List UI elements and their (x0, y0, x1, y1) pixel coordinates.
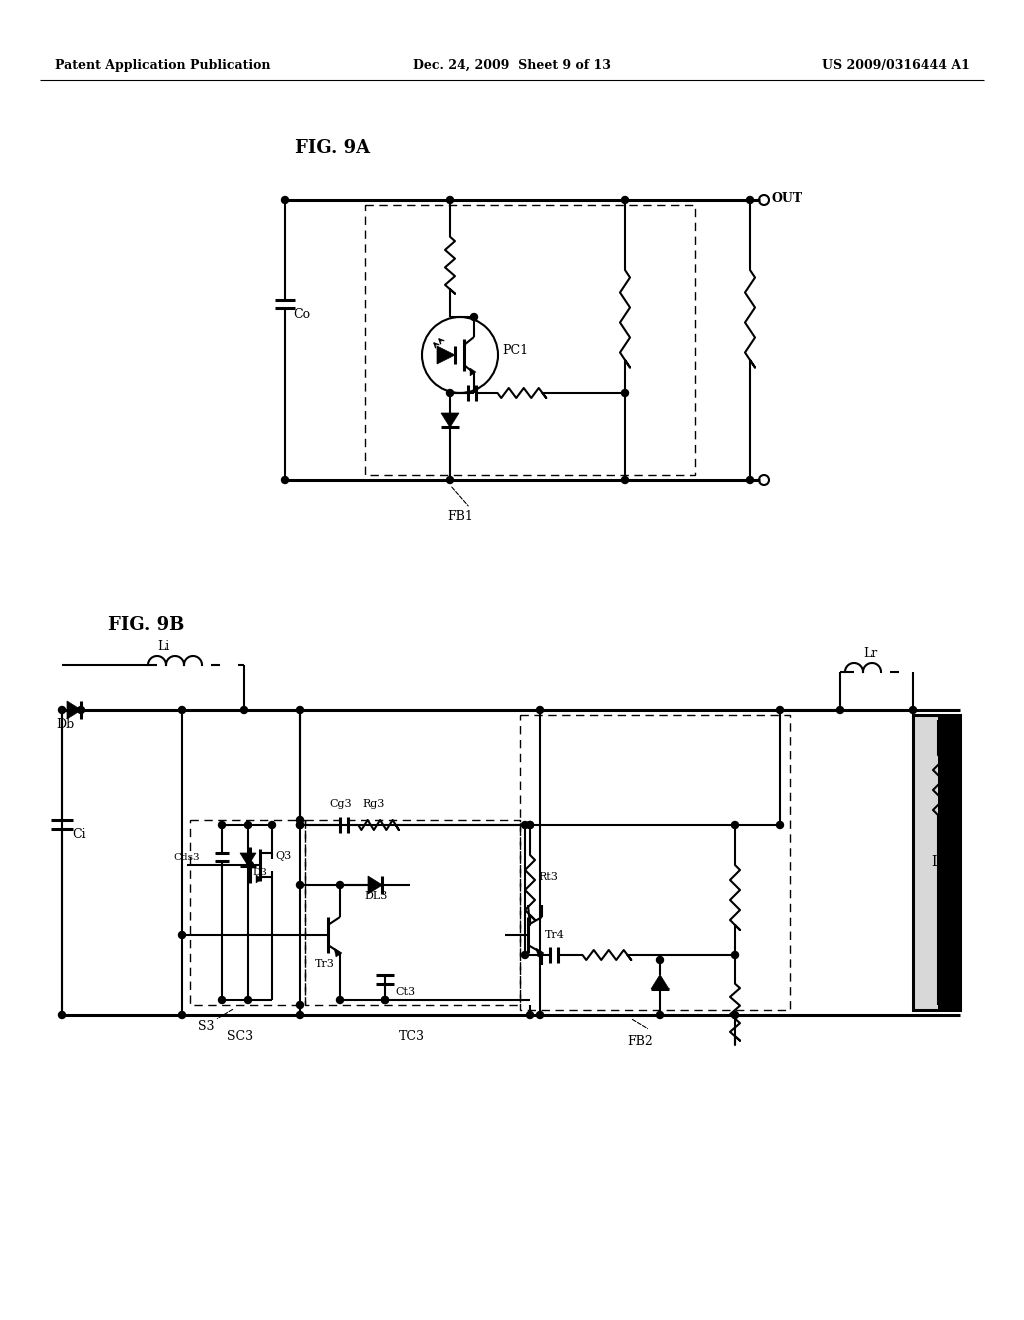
Polygon shape (437, 346, 455, 364)
Circle shape (446, 477, 454, 483)
Circle shape (297, 706, 303, 714)
Circle shape (526, 821, 534, 829)
Polygon shape (536, 948, 544, 957)
Circle shape (297, 1002, 303, 1008)
Polygon shape (470, 368, 476, 376)
Circle shape (622, 389, 629, 396)
Circle shape (178, 932, 185, 939)
Circle shape (622, 477, 629, 483)
Circle shape (282, 477, 289, 483)
Bar (913, 715, 961, 1010)
Circle shape (218, 997, 225, 1003)
Circle shape (58, 706, 66, 714)
Bar (305, 820, 520, 1005)
Circle shape (245, 997, 252, 1003)
Circle shape (746, 197, 754, 203)
Circle shape (537, 1011, 544, 1019)
Text: Patent Application Publication: Patent Application Publication (55, 58, 270, 71)
Text: SC3: SC3 (227, 1030, 253, 1043)
Polygon shape (67, 701, 81, 719)
Bar (520, 715, 790, 1010)
Circle shape (837, 706, 844, 714)
Circle shape (731, 1011, 738, 1019)
Text: S3: S3 (198, 1020, 214, 1034)
Circle shape (297, 817, 303, 824)
Text: Lb1: Lb1 (931, 855, 958, 870)
Circle shape (382, 997, 388, 1003)
Text: Lr: Lr (863, 647, 878, 660)
Circle shape (297, 1011, 303, 1019)
Circle shape (622, 197, 629, 203)
Text: FB2: FB2 (627, 1035, 653, 1048)
Circle shape (938, 725, 948, 735)
Bar (938, 715, 961, 1010)
Circle shape (382, 997, 388, 1003)
Circle shape (297, 882, 303, 888)
Text: Li: Li (157, 640, 169, 653)
Polygon shape (651, 974, 669, 989)
Text: Q3: Q3 (275, 851, 291, 861)
Circle shape (909, 706, 916, 714)
Circle shape (297, 821, 303, 829)
Circle shape (746, 477, 754, 483)
Text: DL3: DL3 (365, 891, 388, 902)
Text: Co: Co (293, 308, 310, 321)
Text: Cg3: Cg3 (330, 799, 352, 809)
Circle shape (731, 952, 738, 958)
Text: FIG. 9B: FIG. 9B (108, 616, 184, 634)
Text: Tr4: Tr4 (545, 931, 565, 940)
Circle shape (218, 821, 225, 829)
Text: Rt3: Rt3 (538, 873, 558, 882)
Circle shape (337, 882, 343, 888)
Circle shape (526, 1011, 534, 1019)
Circle shape (178, 1011, 185, 1019)
Text: Dec. 24, 2009  Sheet 9 of 13: Dec. 24, 2009 Sheet 9 of 13 (413, 58, 611, 71)
Circle shape (78, 706, 85, 714)
Circle shape (446, 197, 454, 203)
Polygon shape (256, 875, 262, 883)
Circle shape (58, 1011, 66, 1019)
Circle shape (776, 706, 783, 714)
Circle shape (178, 706, 185, 714)
Circle shape (337, 997, 343, 1003)
Text: US 2009/0316444 A1: US 2009/0316444 A1 (822, 58, 970, 71)
Circle shape (656, 957, 664, 964)
Circle shape (521, 952, 528, 958)
Circle shape (268, 821, 275, 829)
Polygon shape (240, 853, 256, 866)
Text: Cds3: Cds3 (174, 853, 201, 862)
Circle shape (526, 821, 534, 829)
Text: FB1: FB1 (447, 510, 473, 523)
Circle shape (282, 197, 289, 203)
Circle shape (470, 314, 477, 321)
Text: Rg3: Rg3 (362, 799, 385, 809)
Circle shape (731, 821, 738, 829)
Circle shape (241, 706, 248, 714)
Bar (365, 205, 695, 475)
Text: TC3: TC3 (399, 1030, 425, 1043)
Circle shape (521, 821, 528, 829)
Bar (190, 820, 305, 1005)
Circle shape (537, 706, 544, 714)
Polygon shape (334, 948, 342, 957)
Text: FIG. 9A: FIG. 9A (295, 139, 370, 157)
Circle shape (446, 389, 454, 396)
Polygon shape (368, 876, 382, 894)
Circle shape (247, 862, 254, 869)
Circle shape (656, 1011, 664, 1019)
Text: PC1: PC1 (502, 345, 528, 358)
Circle shape (297, 821, 303, 829)
Text: Tr3: Tr3 (315, 960, 335, 969)
Text: Ct3: Ct3 (395, 987, 415, 997)
Circle shape (776, 821, 783, 829)
Circle shape (245, 821, 252, 829)
Text: Ci: Ci (72, 828, 86, 841)
Text: OUT: OUT (772, 191, 803, 205)
Polygon shape (441, 413, 459, 428)
Text: Db: Db (56, 718, 74, 731)
Text: D3: D3 (252, 869, 267, 876)
